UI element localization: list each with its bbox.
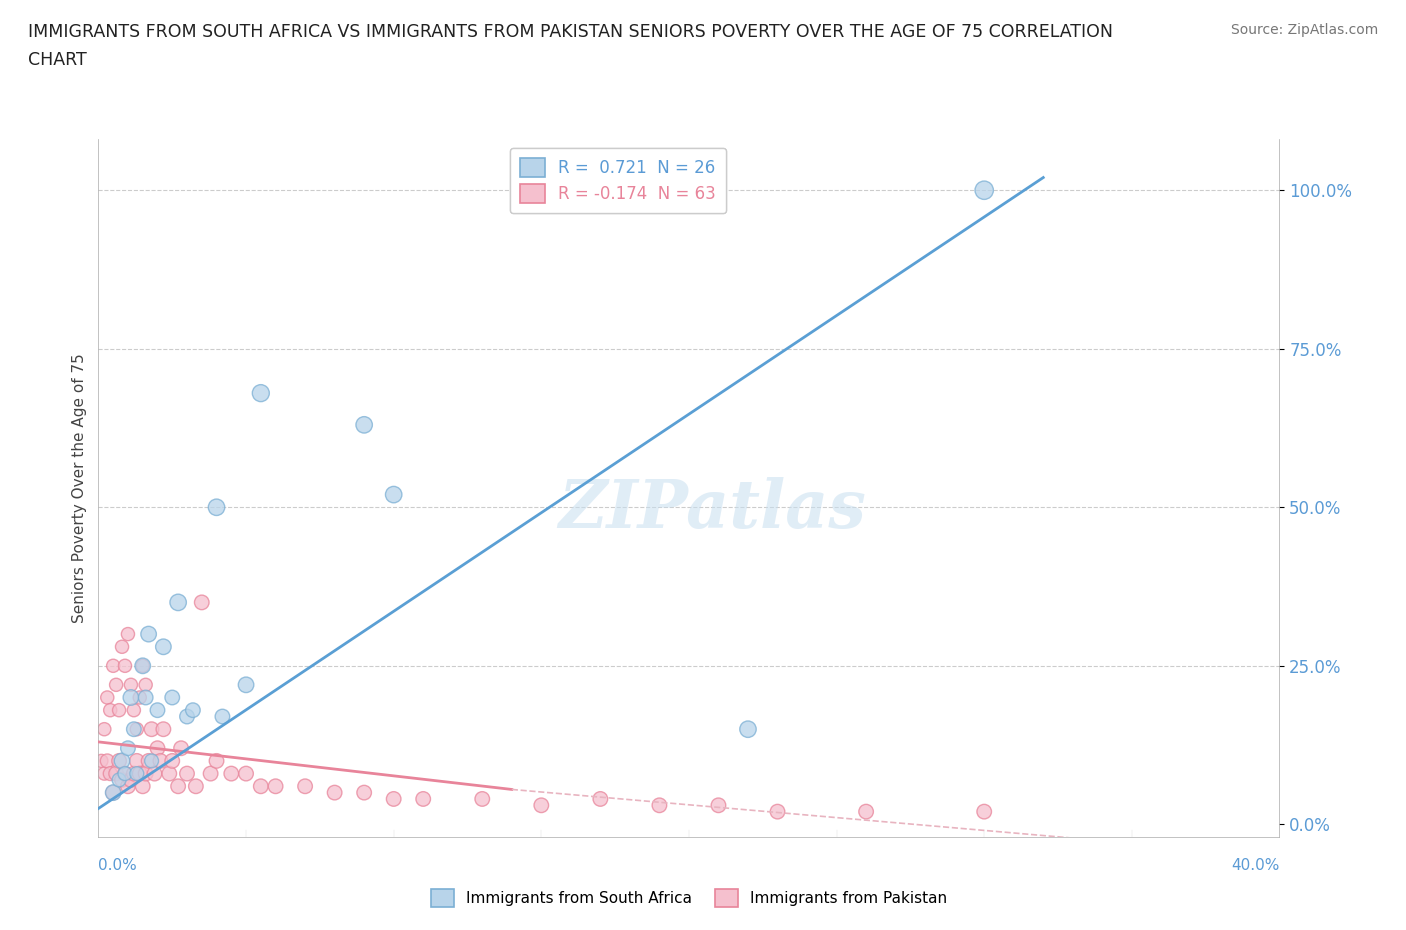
Point — [105, 677, 128, 692]
Point — [108, 703, 131, 718]
Text: ZIPatlas: ZIPatlas — [558, 477, 866, 541]
Point — [138, 753, 160, 768]
Point — [96, 690, 118, 705]
Point — [235, 766, 257, 781]
Point — [122, 766, 145, 781]
Point — [117, 778, 139, 793]
Point — [707, 798, 730, 813]
Point — [120, 690, 142, 705]
Point — [157, 766, 180, 781]
Point — [103, 658, 125, 673]
Point — [132, 658, 155, 673]
Point — [96, 753, 118, 768]
Point — [120, 773, 142, 788]
Point — [128, 766, 150, 781]
Point — [152, 639, 174, 654]
Point — [589, 791, 612, 806]
Point — [162, 690, 183, 705]
Point — [146, 703, 169, 718]
Point — [138, 627, 160, 642]
Point — [323, 785, 346, 800]
Point — [125, 766, 148, 781]
Point — [108, 753, 131, 768]
Point — [114, 766, 136, 781]
Point — [111, 753, 134, 768]
Text: CHART: CHART — [28, 51, 87, 69]
Point — [125, 722, 148, 737]
Text: 40.0%: 40.0% — [1232, 857, 1279, 872]
Text: Source: ZipAtlas.com: Source: ZipAtlas.com — [1230, 23, 1378, 37]
Point — [135, 690, 157, 705]
Point — [143, 766, 166, 781]
Point — [973, 804, 995, 819]
Point — [111, 773, 134, 788]
Point — [530, 798, 553, 813]
Point — [471, 791, 494, 806]
Point — [108, 773, 131, 788]
Point — [737, 722, 759, 737]
Point — [111, 639, 134, 654]
Point — [152, 722, 174, 737]
Point — [205, 499, 228, 514]
Point — [353, 418, 375, 432]
Point — [264, 778, 287, 793]
Point — [117, 741, 139, 756]
Point — [250, 386, 273, 401]
Point — [98, 703, 121, 718]
Point — [250, 778, 273, 793]
Point — [973, 183, 995, 198]
Point — [176, 709, 198, 724]
Point — [141, 722, 163, 737]
Point — [294, 778, 316, 793]
Point — [211, 709, 233, 724]
Point — [125, 753, 148, 768]
Point — [184, 778, 207, 793]
Point — [167, 778, 190, 793]
Point — [114, 658, 136, 673]
Point — [235, 677, 257, 692]
Point — [855, 804, 877, 819]
Point — [146, 741, 169, 756]
Point — [132, 658, 155, 673]
Point — [141, 753, 163, 768]
Point — [162, 753, 183, 768]
Point — [176, 766, 198, 781]
Text: 0.0%: 0.0% — [98, 857, 138, 872]
Point — [105, 766, 128, 781]
Legend: R =  0.721  N = 26, R = -0.174  N = 63: R = 0.721 N = 26, R = -0.174 N = 63 — [510, 148, 725, 213]
Point — [103, 785, 125, 800]
Point — [200, 766, 222, 781]
Point — [103, 785, 125, 800]
Point — [382, 487, 405, 502]
Point — [120, 677, 142, 692]
Point — [412, 791, 434, 806]
Point — [93, 766, 115, 781]
Point — [128, 690, 150, 705]
Point — [766, 804, 789, 819]
Point — [167, 595, 190, 610]
Y-axis label: Seniors Poverty Over the Age of 75: Seniors Poverty Over the Age of 75 — [72, 353, 87, 623]
Point — [93, 722, 115, 737]
Point — [135, 677, 157, 692]
Legend: Immigrants from South Africa, Immigrants from Pakistan: Immigrants from South Africa, Immigrants… — [425, 884, 953, 913]
Point — [170, 741, 193, 756]
Point — [648, 798, 671, 813]
Text: IMMIGRANTS FROM SOUTH AFRICA VS IMMIGRANTS FROM PAKISTAN SENIORS POVERTY OVER TH: IMMIGRANTS FROM SOUTH AFRICA VS IMMIGRAN… — [28, 23, 1114, 41]
Point — [122, 703, 145, 718]
Point — [149, 753, 172, 768]
Point — [117, 627, 139, 642]
Point — [219, 766, 242, 781]
Point — [132, 778, 155, 793]
Point — [135, 766, 157, 781]
Point — [98, 766, 121, 781]
Point — [90, 753, 112, 768]
Point — [353, 785, 375, 800]
Point — [191, 595, 214, 610]
Point — [181, 703, 204, 718]
Point — [122, 722, 145, 737]
Point — [205, 753, 228, 768]
Point — [382, 791, 405, 806]
Point — [114, 766, 136, 781]
